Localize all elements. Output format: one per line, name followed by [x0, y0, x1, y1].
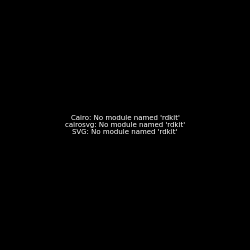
- Text: Cairo: No module named 'rdkit'
cairosvg: No module named 'rdkit'
SVG: No module : Cairo: No module named 'rdkit' cairosvg:…: [65, 115, 185, 135]
